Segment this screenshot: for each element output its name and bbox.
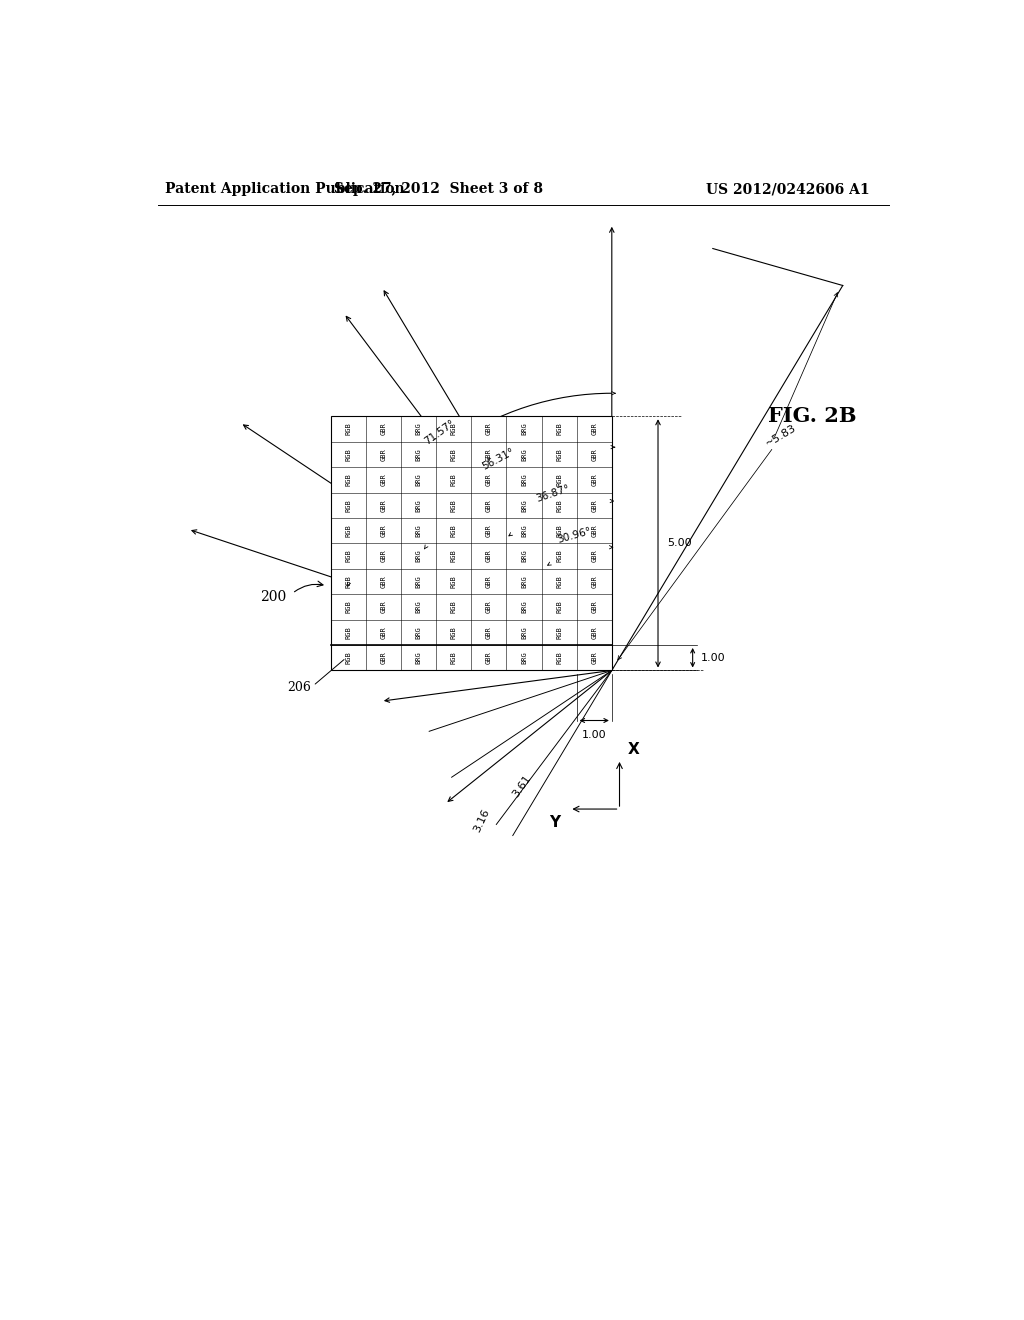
Text: BRG: BRG <box>521 601 527 614</box>
Text: BRG: BRG <box>521 549 527 562</box>
Text: RGB: RGB <box>556 474 562 486</box>
Text: BRG: BRG <box>416 601 422 614</box>
Text: RGB: RGB <box>345 601 351 614</box>
Text: RGB: RGB <box>345 576 351 587</box>
Text: 3.61: 3.61 <box>510 774 532 799</box>
Text: GBR: GBR <box>485 474 492 486</box>
Text: RGB: RGB <box>556 549 562 562</box>
Text: GBR: GBR <box>485 651 492 664</box>
Text: BRG: BRG <box>416 651 422 664</box>
Text: RGB: RGB <box>556 651 562 664</box>
Text: ~5.83: ~5.83 <box>764 422 799 449</box>
Text: RGB: RGB <box>451 549 457 562</box>
Text: BRG: BRG <box>416 626 422 639</box>
Text: 5.00: 5.00 <box>668 539 692 548</box>
Text: GBR: GBR <box>485 626 492 639</box>
Text: RGB: RGB <box>345 524 351 537</box>
Text: GBR: GBR <box>485 447 492 461</box>
Text: GBR: GBR <box>485 576 492 587</box>
Text: GBR: GBR <box>591 549 597 562</box>
Text: GBR: GBR <box>381 499 386 512</box>
Text: 200: 200 <box>260 590 286 605</box>
Text: RGB: RGB <box>345 499 351 512</box>
Text: GBR: GBR <box>381 447 386 461</box>
Text: RGB: RGB <box>451 651 457 664</box>
Text: BRG: BRG <box>416 447 422 461</box>
Text: BRG: BRG <box>416 474 422 486</box>
Text: Patent Application Publication: Patent Application Publication <box>165 182 404 197</box>
Text: GBR: GBR <box>381 626 386 639</box>
Text: 1.00: 1.00 <box>700 653 725 663</box>
Text: GBR: GBR <box>591 422 597 436</box>
Text: FIG. 2B: FIG. 2B <box>768 407 856 426</box>
Text: RGB: RGB <box>556 499 562 512</box>
Text: GBR: GBR <box>381 651 386 664</box>
Text: RGB: RGB <box>451 626 457 639</box>
Text: US 2012/0242606 A1: US 2012/0242606 A1 <box>707 182 869 197</box>
Text: 1.00: 1.00 <box>582 730 606 739</box>
Text: GBR: GBR <box>591 626 597 639</box>
Text: BRG: BRG <box>521 576 527 587</box>
Text: GBR: GBR <box>381 549 386 562</box>
Text: GBR: GBR <box>591 576 597 587</box>
Text: RGB: RGB <box>345 447 351 461</box>
Bar <box>331 416 611 671</box>
Text: 30.96°: 30.96° <box>556 525 593 545</box>
Text: RGB: RGB <box>556 422 562 436</box>
Text: RGB: RGB <box>556 601 562 614</box>
Text: 71.57°: 71.57° <box>423 417 457 446</box>
Text: RGB: RGB <box>556 447 562 461</box>
Text: Sep. 27, 2012  Sheet 3 of 8: Sep. 27, 2012 Sheet 3 of 8 <box>334 182 543 197</box>
Text: BRG: BRG <box>521 474 527 486</box>
Text: RGB: RGB <box>345 651 351 664</box>
Text: BRG: BRG <box>521 626 527 639</box>
Text: GBR: GBR <box>591 499 597 512</box>
Text: BRG: BRG <box>521 499 527 512</box>
Text: BRG: BRG <box>521 447 527 461</box>
Text: RGB: RGB <box>345 474 351 486</box>
Text: RGB: RGB <box>345 549 351 562</box>
Text: GBR: GBR <box>381 474 386 486</box>
Text: BRG: BRG <box>416 524 422 537</box>
Text: RGB: RGB <box>451 474 457 486</box>
Text: GBR: GBR <box>591 601 597 614</box>
Text: 36.87°: 36.87° <box>535 483 571 504</box>
Text: GBR: GBR <box>485 601 492 614</box>
Text: 3.16: 3.16 <box>472 808 492 834</box>
Text: RGB: RGB <box>345 422 351 436</box>
Text: GBR: GBR <box>381 524 386 537</box>
Text: RGB: RGB <box>451 524 457 537</box>
Text: GBR: GBR <box>591 524 597 537</box>
Text: RGB: RGB <box>556 576 562 587</box>
Text: 56.31°: 56.31° <box>480 446 516 471</box>
Text: GBR: GBR <box>591 447 597 461</box>
Text: 206: 206 <box>288 681 311 694</box>
Text: RGB: RGB <box>451 499 457 512</box>
Text: GBR: GBR <box>485 549 492 562</box>
Text: RGB: RGB <box>451 601 457 614</box>
Text: GBR: GBR <box>381 422 386 436</box>
Text: RGB: RGB <box>451 576 457 587</box>
Text: BRG: BRG <box>521 651 527 664</box>
Text: BRG: BRG <box>521 422 527 436</box>
Text: GBR: GBR <box>485 524 492 537</box>
Text: GBR: GBR <box>485 499 492 512</box>
Text: X: X <box>628 742 639 758</box>
Text: RGB: RGB <box>556 524 562 537</box>
Text: BRG: BRG <box>416 576 422 587</box>
Text: GBR: GBR <box>591 651 597 664</box>
Text: BRG: BRG <box>521 524 527 537</box>
Text: BRG: BRG <box>416 549 422 562</box>
Text: RGB: RGB <box>556 626 562 639</box>
Text: RGB: RGB <box>451 447 457 461</box>
Text: Y: Y <box>549 816 560 830</box>
Text: GBR: GBR <box>485 422 492 436</box>
Text: BRG: BRG <box>416 499 422 512</box>
Text: GBR: GBR <box>591 474 597 486</box>
Text: GBR: GBR <box>381 601 386 614</box>
Text: RGB: RGB <box>345 626 351 639</box>
Text: GBR: GBR <box>381 576 386 587</box>
Text: BRG: BRG <box>416 422 422 436</box>
Text: RGB: RGB <box>451 422 457 436</box>
